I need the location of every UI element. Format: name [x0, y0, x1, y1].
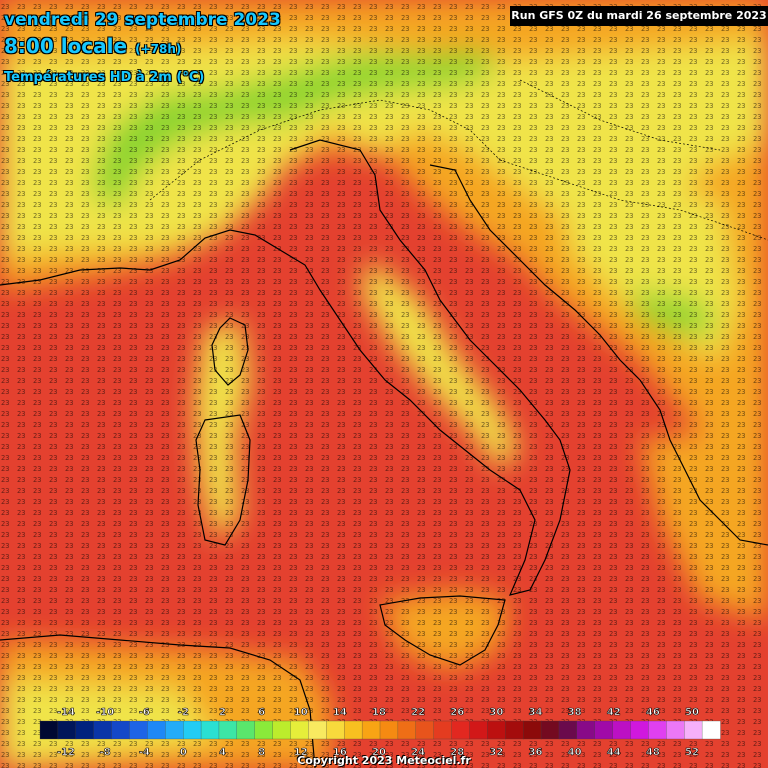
- legend-swatch: [540, 720, 560, 740]
- legend-label-bottom: 52: [685, 747, 699, 758]
- legend-swatch: [57, 720, 77, 740]
- legend-label-top: 6: [258, 707, 265, 718]
- legend-label-top: -14: [57, 707, 75, 718]
- legend-swatch: [630, 720, 650, 740]
- legend-label-bottom: 4: [219, 747, 226, 758]
- legend-swatch: [701, 720, 721, 740]
- coastlines: [0, 139, 768, 768]
- legend-label-top: -6: [139, 707, 150, 718]
- legend-swatch: [612, 720, 632, 740]
- legend-label-bottom: 16: [333, 747, 347, 758]
- legend-swatch: [379, 720, 399, 740]
- legend-swatch: [433, 720, 453, 740]
- legend-label-top: 50: [685, 707, 699, 718]
- coastline-france: [0, 267, 151, 286]
- legend-swatch: [254, 720, 274, 740]
- legend-label-bottom: 44: [607, 747, 621, 758]
- coastline-adriatic-east: [429, 164, 641, 381]
- legend-swatch: [505, 720, 524, 740]
- legend-swatch: [111, 720, 131, 740]
- legend-label-top: 10: [294, 707, 308, 718]
- legend-label-bottom: 48: [646, 747, 660, 758]
- legend-swatch: [397, 720, 417, 740]
- legend-swatch: [344, 720, 363, 740]
- coastline-italy: [149, 139, 571, 596]
- legend-swatch: [147, 720, 166, 740]
- legend-swatch: [487, 720, 506, 740]
- legend-swatch: [200, 720, 220, 740]
- coastline-sicily: [379, 595, 506, 666]
- legend-label-top: 18: [372, 707, 386, 718]
- legend-swatch: [129, 720, 149, 740]
- legend-swatch: [684, 720, 703, 740]
- legend-label-top: -2: [178, 707, 189, 718]
- legend-swatch: [666, 720, 685, 740]
- border-alps: [149, 99, 501, 201]
- legend-swatch: [272, 720, 292, 740]
- legend-label-top: -10: [96, 707, 114, 718]
- coastline-sardinia: [195, 414, 251, 546]
- legend-swatch: [326, 720, 345, 740]
- legend-label-bottom: 8: [258, 747, 265, 758]
- legend-swatch: [39, 720, 59, 740]
- legend-label-bottom: 24: [411, 747, 425, 758]
- legend-label-bottom: 32: [489, 747, 503, 758]
- legend-swatch: [183, 720, 202, 740]
- parameter-title: Températures HD à 2m (°C): [4, 70, 205, 85]
- legend-swatch: [576, 720, 596, 740]
- legend-label-bottom: 36: [529, 747, 543, 758]
- legend-swatch: [594, 720, 614, 740]
- legend-label-top: 26: [450, 707, 464, 718]
- legend-swatch: [93, 720, 113, 740]
- legend-swatch: [523, 720, 542, 740]
- coastline-corsica: [211, 317, 249, 386]
- legend-label-bottom: 0: [180, 747, 187, 758]
- legend-label-bottom: -4: [139, 747, 150, 758]
- forecast-lead: (+78h): [135, 42, 182, 56]
- legend-label-top: 30: [489, 707, 503, 718]
- borders: [149, 79, 768, 241]
- legend-swatch: [236, 720, 256, 740]
- legend-label-bottom: 40: [568, 747, 582, 758]
- legend-swatch: [558, 720, 578, 740]
- legend-swatch: [469, 720, 489, 740]
- legend-swatch: [451, 720, 471, 740]
- legend-swatch: [648, 720, 667, 740]
- coastline-balkans: [639, 379, 768, 546]
- legend-label-bottom: -12: [57, 747, 75, 758]
- run-label: Run GFS 0Z du mardi 26 septembre 2023: [510, 6, 768, 26]
- legend-label-bottom: 12: [294, 747, 308, 758]
- border-inland: [519, 79, 721, 151]
- legend-label-top: 22: [411, 707, 425, 718]
- border-balkans: [499, 159, 768, 241]
- legend-label-bottom: -8: [100, 747, 111, 758]
- legend: -14 -10 -6 -2 2 6 10 14 18 22 26 30 34 38 42 46 50-12 -8-…: [39, 707, 721, 758]
- legend-label-top: 42: [607, 707, 621, 718]
- legend-swatch: [290, 720, 310, 740]
- legend-label-top: 14: [333, 707, 347, 718]
- legend-swatch: [75, 720, 95, 740]
- forecast-date: vendredi 29 septembre 2023: [4, 10, 281, 30]
- legend-label-top: 2: [219, 707, 226, 718]
- legend-label-bottom: 20: [372, 747, 386, 758]
- legend-label-top: 38: [568, 707, 582, 718]
- legend-swatch: [415, 720, 435, 740]
- legend-label-bottom: 28: [450, 747, 464, 758]
- legend-swatch: [308, 720, 327, 740]
- legend-swatch: [165, 720, 184, 740]
- legend-swatch: [361, 720, 381, 740]
- coastline-africa: [0, 634, 316, 768]
- legend-swatch: [218, 720, 238, 740]
- legend-label-top: 34: [529, 707, 543, 718]
- forecast-time: 8:00 locale (+78h): [4, 34, 181, 58]
- legend-label-top: 46: [646, 707, 660, 718]
- forecast-time-text: 8:00 locale: [4, 34, 128, 58]
- copyright-credit: Copyright 2023 Meteociel.fr: [297, 754, 471, 767]
